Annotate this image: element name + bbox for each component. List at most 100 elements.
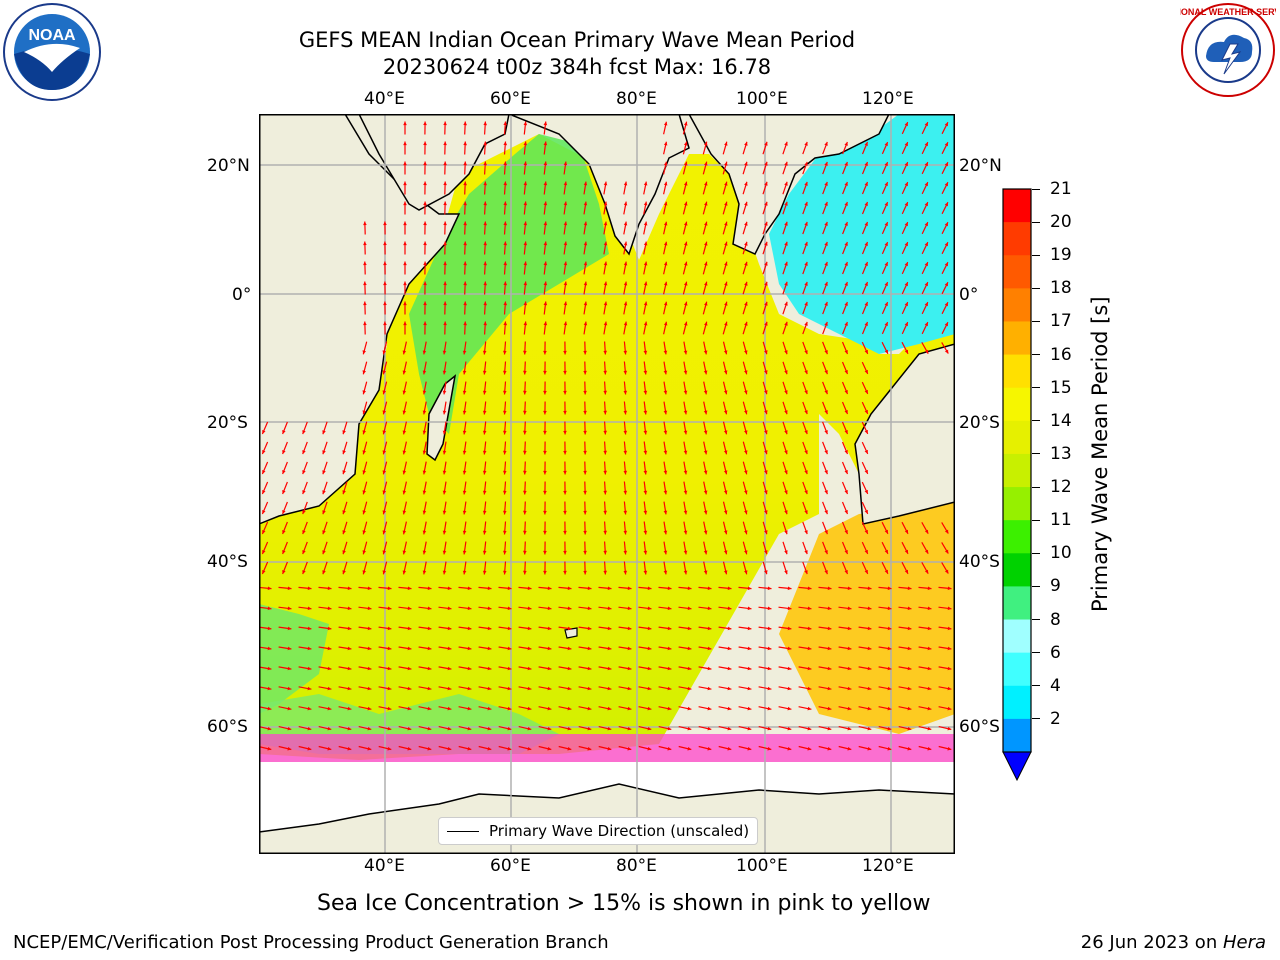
wave-arrow-head — [307, 606, 312, 611]
wave-arrow-head — [482, 570, 487, 575]
wave-arrow-head — [383, 321, 387, 326]
wave-arrow-head — [904, 222, 908, 227]
wave-arrow-head — [623, 301, 628, 306]
wave-arrow-head — [907, 746, 912, 751]
wave-arrow-head — [362, 430, 366, 435]
wave-arrow-head — [787, 666, 792, 671]
wave-arrow-head — [927, 606, 932, 611]
colorbar-label: Primary Wave Mean Period [s] — [1088, 296, 1112, 612]
wave-arrow-head — [462, 550, 467, 555]
wave-arrow-head — [342, 570, 346, 575]
wave-arrow-head — [787, 626, 792, 631]
lon-tick-bottom: 120°E — [862, 856, 914, 876]
wave-arrow-head — [927, 586, 932, 591]
wave-arrow-head — [747, 706, 752, 711]
wave-arrow-head — [523, 530, 527, 535]
chart-subtitle: 20230624 t00z 384h fcst Max: 16.78 — [382, 55, 772, 79]
wave-arrow-head — [523, 281, 528, 286]
wave-arrow-head — [784, 510, 788, 515]
lat-tick-left: 20°N — [207, 156, 250, 176]
wave-arrow-head — [787, 686, 792, 691]
wave-arrow-head — [784, 550, 788, 555]
wave-arrow-head — [744, 201, 748, 206]
wave-arrow-head — [403, 161, 407, 166]
wave-arrow-head — [864, 262, 868, 266]
wave-arrow-head — [587, 646, 592, 651]
wave-arrow-head — [543, 530, 547, 535]
wave-arrow-head — [824, 241, 828, 246]
wave-arrow-head — [547, 606, 552, 611]
wave-arrow-head — [767, 586, 772, 591]
wave-arrow-head — [703, 550, 708, 555]
wave-arrow-head — [543, 161, 548, 166]
wave-arrow-head — [723, 510, 728, 515]
wave-arrow-head — [667, 586, 672, 591]
lon-tick-bottom: 80°E — [616, 856, 657, 876]
wave-arrow-head — [543, 490, 547, 495]
wave-arrow-head — [623, 530, 628, 535]
wave-arrow-head — [663, 161, 668, 166]
wave-arrow-head — [947, 626, 952, 631]
wave-arrow-head — [543, 350, 547, 355]
wave-arrow-head — [844, 510, 848, 514]
wave-arrow-head — [267, 586, 272, 591]
wave-arrow-head — [844, 202, 848, 206]
wave-arrow-head — [904, 349, 908, 354]
wave-arrow-head — [887, 666, 892, 671]
wave-arrow-head — [804, 430, 808, 435]
wave-arrow-head — [423, 201, 427, 206]
wave-arrow-head — [423, 141, 427, 146]
wave-arrow-head — [422, 510, 427, 515]
wave-arrow-head — [442, 570, 447, 575]
wave-arrow-head — [262, 530, 266, 534]
wave-arrow-head — [747, 686, 752, 691]
wave-arrow-head — [727, 606, 732, 611]
wave-arrow-head — [563, 181, 568, 186]
wave-arrow-head — [667, 626, 672, 631]
wave-arrow-head — [547, 626, 552, 631]
wave-arrow-head — [667, 706, 672, 711]
wave-arrow-head — [904, 142, 908, 147]
wave-arrow-head — [764, 141, 768, 146]
wave-arrow-head — [787, 606, 792, 611]
wave-arrow-head — [824, 390, 828, 395]
lat-tick-right: 40°S — [959, 552, 1000, 572]
national-weather-service-logo: NATIONAL WEATHER SERVICE — [1161, 2, 1280, 98]
wave-arrow-head — [844, 350, 848, 354]
wave-arrow-head — [864, 529, 868, 534]
wave-arrow-head — [563, 470, 567, 475]
wave-arrow-head — [503, 490, 507, 495]
wave-arrow-head — [382, 570, 387, 575]
wave-arrow-head — [804, 181, 808, 186]
wave-arrow-head — [407, 626, 412, 631]
wave-arrow-head — [844, 530, 848, 534]
wave-arrow-head — [503, 241, 508, 246]
wave-arrow-head — [427, 726, 432, 731]
wave-arrow-head — [267, 726, 272, 731]
wave-arrow-head — [807, 686, 812, 691]
wave-arrow-head — [683, 201, 688, 206]
wave-arrow-head — [784, 450, 788, 455]
wave-arrow-head — [487, 746, 492, 751]
wave-arrow-head — [744, 450, 748, 455]
wave-arrow-head — [667, 726, 672, 731]
wave-arrow-head — [603, 570, 607, 575]
wave-arrow-head — [764, 261, 768, 266]
wave-arrow-head — [483, 321, 487, 326]
wave-arrow-head — [462, 570, 467, 575]
wave-arrow-head — [727, 586, 732, 591]
wave-arrow-head — [864, 469, 868, 474]
wave-arrow-head — [427, 606, 432, 611]
wave-arrow-head — [824, 201, 828, 206]
colorbar-tick: 11 — [1032, 510, 1072, 530]
wave-arrow-head — [944, 529, 949, 534]
wave-arrow-head — [462, 470, 467, 475]
wave-arrow-head — [703, 370, 708, 375]
wave-arrow-head — [787, 726, 792, 731]
wave-arrow-head — [282, 470, 286, 474]
wave-arrow-head — [503, 410, 507, 415]
wave-arrow-head — [784, 321, 788, 326]
wave-arrow-head — [463, 261, 467, 266]
wave-arrow-head — [463, 181, 467, 186]
wave-arrow-head — [747, 646, 752, 651]
